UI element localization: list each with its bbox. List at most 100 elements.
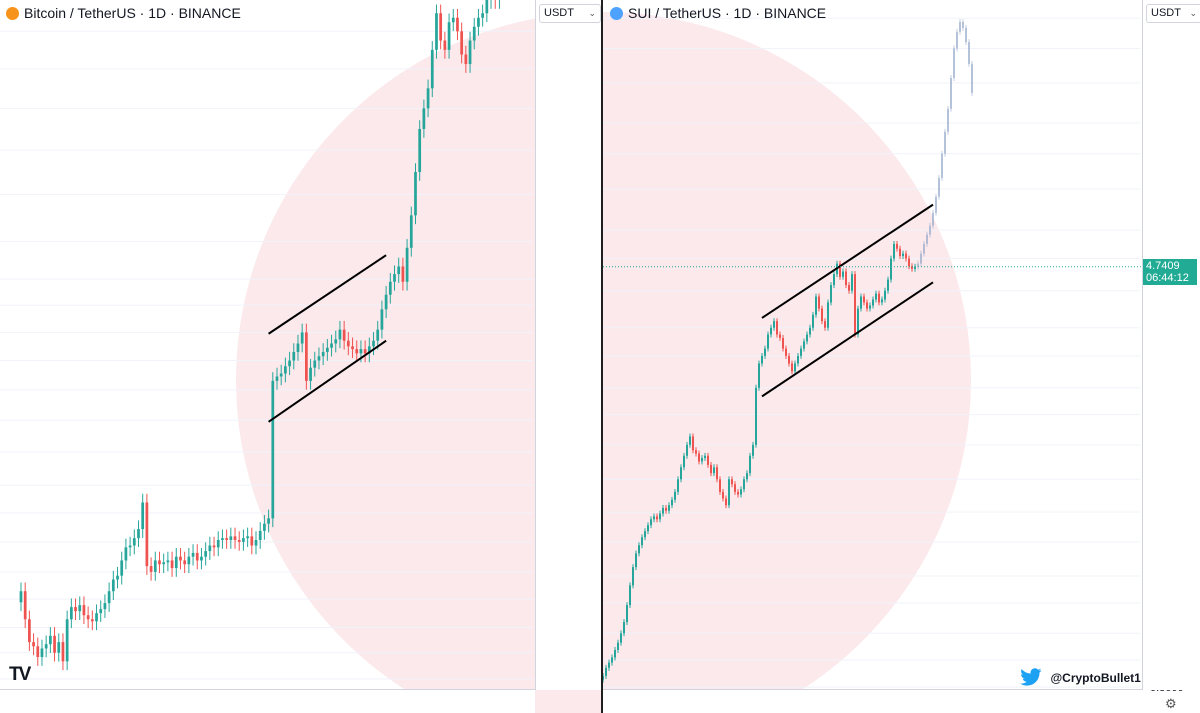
btc-candle — [275, 376, 279, 381]
btc-candle — [44, 644, 48, 649]
btc-candle — [430, 49, 434, 89]
sui-candle — [662, 507, 664, 514]
btc-candle — [204, 551, 208, 557]
btc-candle — [208, 545, 212, 552]
sui-candle — [737, 491, 739, 495]
btc-candle — [393, 274, 396, 282]
sui-candle — [866, 302, 868, 309]
sui-candle — [827, 302, 829, 328]
btc-candle — [212, 545, 216, 548]
sui-candle — [848, 285, 850, 291]
btc-candle — [242, 538, 245, 542]
btc-plot-area[interactable]: 3,300.003,420.003,540.003,680.003,820.00… — [0, 0, 603, 713]
sui-candle — [770, 327, 772, 335]
sui-candle — [905, 253, 907, 259]
sui-price-scale[interactable]: USDT ⌄ 4.7409 06:44:12 — [1142, 0, 1200, 690]
btc-candle — [359, 349, 363, 354]
sui-candle — [914, 266, 916, 269]
sui-candle — [755, 387, 757, 445]
bar-countdown: 06:44:12 — [1146, 271, 1189, 284]
btc-candle — [443, 40, 447, 50]
sui-candle — [863, 296, 865, 303]
sui-projection-candle — [929, 225, 931, 235]
sui-candle — [821, 308, 823, 322]
btc-candle — [388, 281, 392, 295]
sui-projection-candle — [968, 42, 970, 64]
sui-time-axis[interactable] — [603, 689, 1142, 713]
btc-candle — [363, 349, 367, 354]
btc-candle — [116, 575, 119, 580]
sui-candle — [734, 484, 736, 492]
btc-candle — [401, 266, 405, 282]
sui-candle — [659, 513, 661, 520]
btc-candle — [405, 247, 409, 282]
sui-candle — [773, 321, 775, 328]
btc-candle — [216, 539, 220, 548]
sui-projection-candle — [926, 234, 928, 244]
sui-projection-candle — [962, 22, 964, 28]
btc-candle — [472, 26, 476, 41]
btc-candle — [267, 518, 270, 524]
btc-candle — [183, 560, 187, 565]
btc-candle — [225, 538, 228, 540]
settings-gear-icon[interactable]: ⚙ — [1165, 696, 1177, 711]
last-price-value: 4.7409 — [1146, 259, 1180, 272]
sui-projection-candle — [935, 196, 937, 213]
btc-candle — [451, 17, 455, 23]
sui-candle — [725, 498, 727, 506]
btc-candle — [342, 329, 346, 341]
btc-candle — [372, 340, 375, 347]
sui-unit-selector[interactable]: USDT ⌄ — [1146, 4, 1200, 23]
sui-candle — [782, 337, 784, 349]
btc-candle — [279, 373, 283, 377]
sui-chart-panel[interactable]: 0.86000.96001.07001.21001.35001.55001.75… — [603, 0, 1200, 713]
btc-candle — [418, 128, 422, 172]
tradingview-logo-icon[interactable]: TV — [9, 664, 31, 685]
btc-candle — [233, 536, 237, 540]
sui-candle — [686, 444, 688, 456]
sui-candle — [842, 271, 844, 277]
sui-candle — [908, 258, 910, 267]
sui-candle — [785, 348, 787, 356]
chevron-down-icon: ⌄ — [588, 8, 596, 18]
sui-channel-line — [761, 281, 934, 398]
btc-candle — [61, 642, 65, 662]
btc-candle — [246, 536, 249, 539]
sui-projection-candle — [971, 63, 973, 93]
sui-candle — [623, 622, 625, 634]
sui-projection-candle — [920, 253, 922, 264]
sui-candle — [617, 642, 619, 650]
sui-candle — [605, 667, 607, 676]
sui-candle — [815, 296, 817, 315]
sui-candle — [818, 296, 820, 309]
btc-candle — [53, 635, 56, 653]
sui-projection-candle — [950, 77, 952, 109]
btc-price-scale[interactable]: USDT ⌄ — [535, 0, 603, 690]
btc-candle — [195, 552, 199, 561]
sui-candle — [656, 516, 658, 520]
last-price-tag: 4.7409 06:44:12 — [1143, 258, 1197, 285]
btc-candle — [153, 560, 157, 572]
btc-chart-panel[interactable]: 3,300.003,420.003,540.003,680.003,820.00… — [0, 0, 603, 713]
btc-candle — [300, 332, 304, 344]
sui-candle — [806, 334, 808, 342]
sui-projection-candle — [956, 31, 958, 49]
btc-candle — [179, 556, 182, 561]
sui-projection-candle — [938, 177, 940, 197]
btc-candle — [414, 171, 417, 216]
btc-candle — [334, 339, 338, 344]
btc-candle — [128, 545, 132, 548]
sui-candle — [776, 321, 778, 335]
btc-unit-label: USDT — [544, 7, 574, 19]
bitcoin-watermark-icon — [236, 12, 603, 713]
sui-candle — [893, 243, 895, 259]
sui-candle — [839, 263, 841, 277]
sui-plot-area[interactable]: 0.86000.96001.07001.21001.35001.55001.75… — [603, 0, 1200, 713]
btc-time-axis[interactable] — [0, 689, 535, 713]
sui-candle — [743, 479, 745, 490]
bitcoin-watermark-icon — [603, 12, 971, 713]
btc-candle — [250, 536, 254, 546]
btc-channel-line — [268, 254, 387, 335]
btc-unit-selector[interactable]: USDT ⌄ — [539, 4, 601, 23]
btc-candle — [200, 556, 203, 561]
